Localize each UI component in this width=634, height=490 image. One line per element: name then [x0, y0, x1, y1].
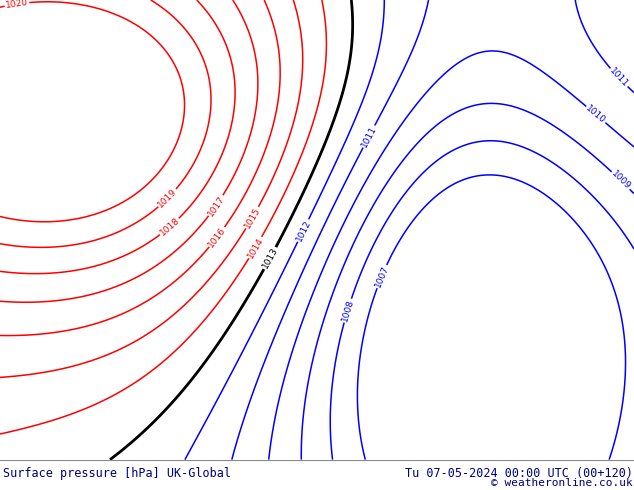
Text: 1015: 1015 — [243, 205, 262, 230]
Text: 1008: 1008 — [340, 298, 355, 323]
Text: 1011: 1011 — [607, 66, 630, 89]
Text: 1011: 1011 — [359, 124, 378, 149]
Text: 1010: 1010 — [584, 104, 607, 125]
Text: 1009: 1009 — [609, 169, 632, 192]
Text: 1017: 1017 — [206, 194, 226, 218]
Text: 1007: 1007 — [373, 264, 391, 289]
Text: 1018: 1018 — [158, 216, 181, 238]
Text: Surface pressure [hPa] UK-Global: Surface pressure [hPa] UK-Global — [3, 467, 231, 480]
Text: Tu 07-05-2024 00:00 UTC (00+120): Tu 07-05-2024 00:00 UTC (00+120) — [404, 467, 633, 480]
Text: 1020: 1020 — [5, 0, 29, 10]
Text: 1019: 1019 — [156, 187, 179, 210]
Text: 1012: 1012 — [294, 218, 313, 243]
Text: 1014: 1014 — [245, 236, 265, 260]
Text: 1013: 1013 — [261, 246, 280, 270]
Text: 1016: 1016 — [207, 225, 228, 249]
Text: © weatheronline.co.uk: © weatheronline.co.uk — [491, 478, 633, 489]
